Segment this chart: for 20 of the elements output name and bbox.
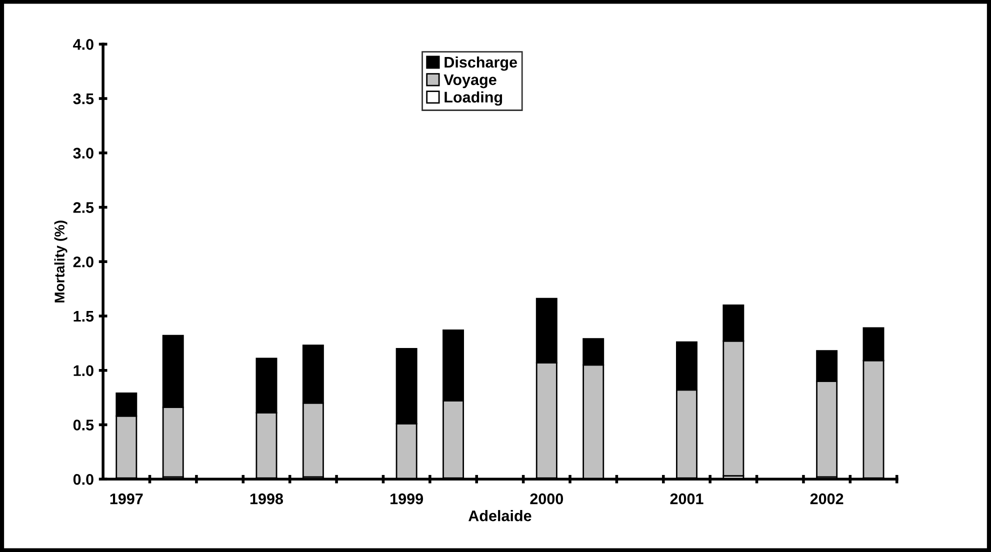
y-axis-title: Mortality (%) — [54, 220, 68, 302]
y-tick-label: 1.0 — [74, 365, 94, 376]
x-tick-label: 2002 — [810, 493, 844, 504]
y-tick-label: 2.0 — [73, 256, 94, 268]
y-tick-label: 3.5 — [73, 93, 94, 104]
legend-label: Loading — [444, 91, 502, 106]
y-tick-label: 1.5 — [74, 311, 94, 322]
x-axis-title: Adelaide — [468, 510, 532, 522]
y-tick-label: 4.0 — [73, 39, 94, 50]
legend-label: Voyage — [444, 74, 496, 88]
y-tick-label: 2.5 — [73, 202, 94, 213]
x-tick-label: 1999 — [390, 493, 423, 504]
legend-label: Discharge — [444, 56, 517, 71]
x-tick-label: 2001 — [670, 493, 704, 504]
y-tick-label: 0.5 — [73, 420, 94, 430]
y-tick-label: 3.0 — [73, 148, 94, 159]
x-tick-label: 1997 — [110, 493, 143, 504]
x-tick-label: 2000 — [530, 493, 564, 504]
x-tick-label: 1998 — [250, 493, 284, 504]
y-tick-label: 0.0 — [73, 474, 94, 485]
